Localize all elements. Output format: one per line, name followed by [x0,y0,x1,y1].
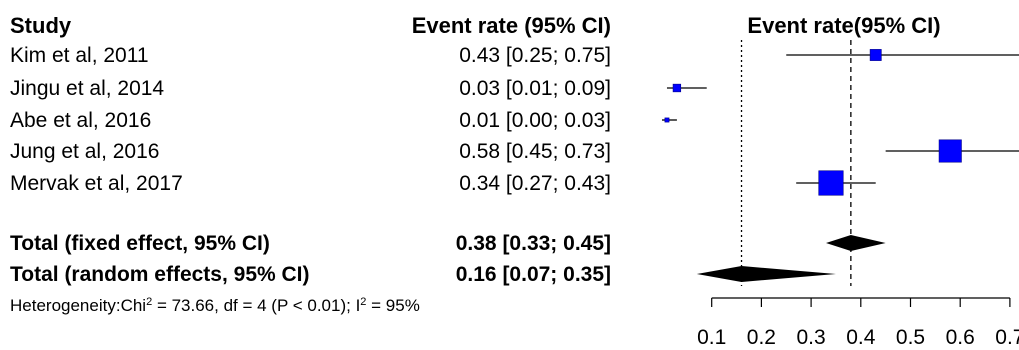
x-tick-label: 0.1 [697,326,726,349]
fixed-effect-diamond [826,235,886,251]
study-name: Abe et al, 2016 [10,109,151,132]
study-weight-box [938,139,962,163]
x-tick-label: 0.4 [846,326,876,349]
study-name: Jingu et al, 2014 [10,77,164,100]
study-name: Jung et al, 2016 [10,140,159,163]
study-name: Mervak et al, 2017 [10,172,183,195]
study-estimate: 0.03 [0.01; 0.09] [459,77,611,100]
study-estimate: 0.34 [0.27; 0.43] [459,172,611,195]
x-tick-label: 0.6 [946,326,975,349]
random-effects-diamond [696,266,836,282]
x-tick-label: 0.2 [747,326,776,349]
plot-header: Event rate(95% CI) [747,13,940,38]
study-weight-box [672,83,682,93]
study-weight-box [869,49,882,61]
random-name: Total (random effects, 95% CI) [10,263,310,286]
study-estimate: 0.58 [0.45; 0.73] [459,140,611,163]
study-name: Kim et al, 2011 [10,44,149,67]
heterogeneity-text: Heterogeneity:Chi2 = 73.66, df = 4 (P < … [10,296,420,315]
study-weight-box [664,117,670,123]
x-tick-label: 0.5 [896,326,925,349]
text-layer: Study Event rate (95% CI) Event rate(95%… [10,13,941,315]
random-label: 0.16 [0.07; 0.35] [456,263,611,286]
x-tick-label: 0.7 [995,326,1019,349]
estimate-header: Event rate (95% CI) [412,13,611,38]
study-header: Study [10,13,72,38]
fixed-name: Total (fixed effect, 95% CI) [10,232,270,255]
study-weight-box [818,170,844,196]
study-estimate: 0.01 [0.00; 0.03] [459,109,611,132]
fixed-label: 0.38 [0.33; 0.45] [456,232,611,255]
study-estimate: 0.43 [0.25; 0.75] [459,44,611,67]
plot-layer: 0.1 0.2 0.3 0.4 0.5 0.6 0.7 [662,40,1019,349]
x-tick-label: 0.3 [796,326,825,349]
